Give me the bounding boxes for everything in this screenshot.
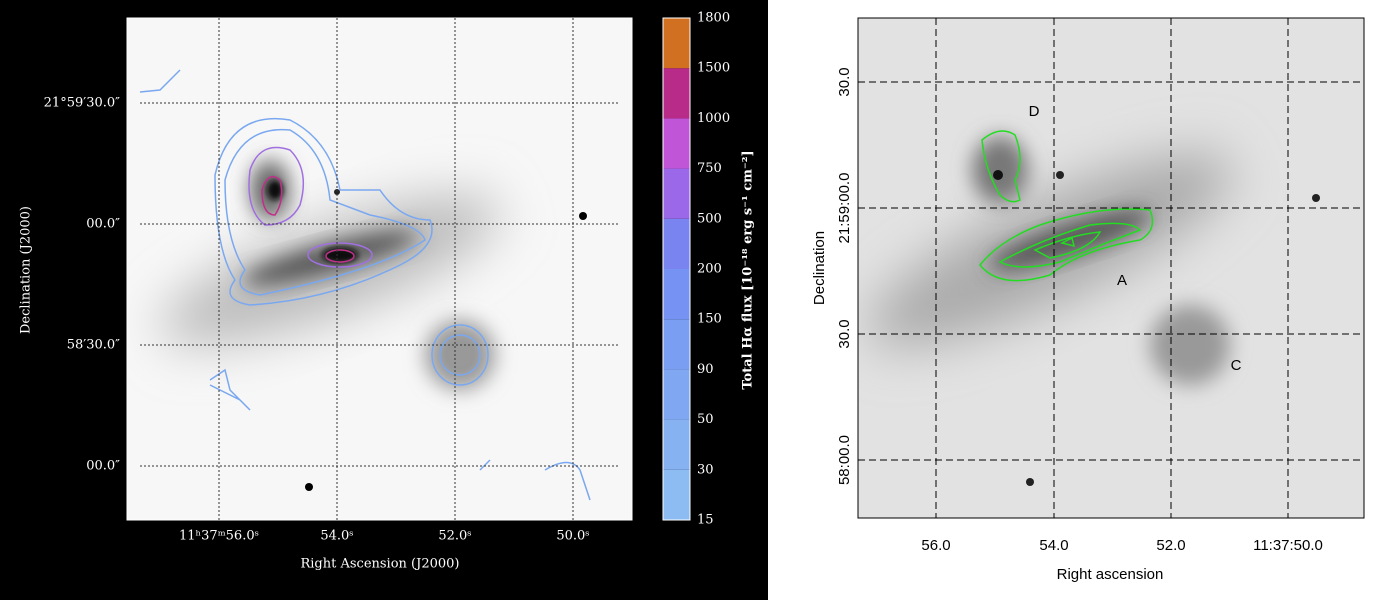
y-tick-label: 30.0 bbox=[836, 319, 853, 348]
y-axis-label: Declination (J2000) bbox=[19, 206, 34, 334]
colorbar-tick-label: 1000 bbox=[697, 111, 730, 126]
colorbar-tick-label: 90 bbox=[697, 362, 714, 377]
y-tick-label: 00.0″ bbox=[86, 217, 120, 232]
x-tick-label: 50.0ˢ bbox=[556, 529, 589, 544]
colorbar-tick-label: 1800 bbox=[697, 11, 730, 26]
x-tick-label: 52.0ˢ bbox=[438, 529, 471, 544]
image bbox=[127, 18, 632, 520]
colorbar-frame bbox=[662, 17, 691, 521]
source-label: D bbox=[1029, 103, 1040, 120]
y-tick-label: 21:59:00.0 bbox=[836, 173, 853, 244]
colorbar-segment bbox=[663, 419, 690, 470]
x-tick-label: 54.0ˢ bbox=[320, 529, 353, 544]
y-axis-label: Declination bbox=[811, 231, 828, 305]
colorbar-segment bbox=[663, 168, 690, 219]
x-tick-label: 52.0 bbox=[1156, 537, 1185, 554]
left-panel: Right Ascension (J2000) Declination (J20… bbox=[0, 0, 768, 600]
colorbar-segment bbox=[663, 369, 690, 420]
colorbar-tick-label: 15 bbox=[697, 513, 714, 528]
x-axis-label: Right Ascension (J2000) bbox=[300, 557, 459, 572]
colorbar-tick-label: 750 bbox=[697, 161, 722, 176]
colorbar-segment bbox=[663, 269, 690, 320]
x-tick-label: 54.0 bbox=[1039, 537, 1068, 554]
y-tick-label: 30.0 bbox=[836, 67, 853, 96]
colorbar-tick-label: 1500 bbox=[697, 61, 730, 76]
y-tick-label: 00.0″ bbox=[86, 459, 120, 474]
right-panel: Right ascension Declination 56.0 54.0 52.0… bbox=[811, 17, 1365, 583]
colorbar-label: Total Hα flux [10⁻¹⁸ erg s⁻¹ cm⁻²] bbox=[741, 150, 756, 389]
source-label: A bbox=[1117, 272, 1127, 289]
y-tick-label: 58:00.0 bbox=[836, 435, 853, 485]
colorbar-segment bbox=[663, 68, 690, 119]
y-tick-label: 21°59′30.0″ bbox=[44, 96, 120, 111]
x-tick-label: 11:37:50.0 bbox=[1253, 537, 1323, 554]
image bbox=[858, 18, 1364, 518]
x-tick-label: 11ʰ37ᵐ56.0ˢ bbox=[179, 529, 259, 544]
colorbar-segment bbox=[663, 319, 690, 370]
colorbar-segment bbox=[663, 218, 690, 269]
colorbar-segment bbox=[663, 469, 690, 520]
x-tick-label: 56.0 bbox=[921, 537, 950, 554]
colorbar-segment bbox=[663, 118, 690, 169]
colorbar-tick-label: 150 bbox=[697, 312, 722, 327]
source-label: C bbox=[1231, 357, 1242, 374]
colorbar-tick-label: 30 bbox=[697, 462, 714, 477]
colorbar-tick-label: 500 bbox=[697, 211, 722, 226]
colorbar-tick-label: 50 bbox=[697, 412, 714, 427]
x-axis-label: Right ascension bbox=[1057, 566, 1164, 583]
colorbar-segment bbox=[663, 18, 690, 69]
colorbar-tick-label: 200 bbox=[697, 262, 722, 277]
y-tick-label: 58′30.0″ bbox=[67, 338, 120, 353]
